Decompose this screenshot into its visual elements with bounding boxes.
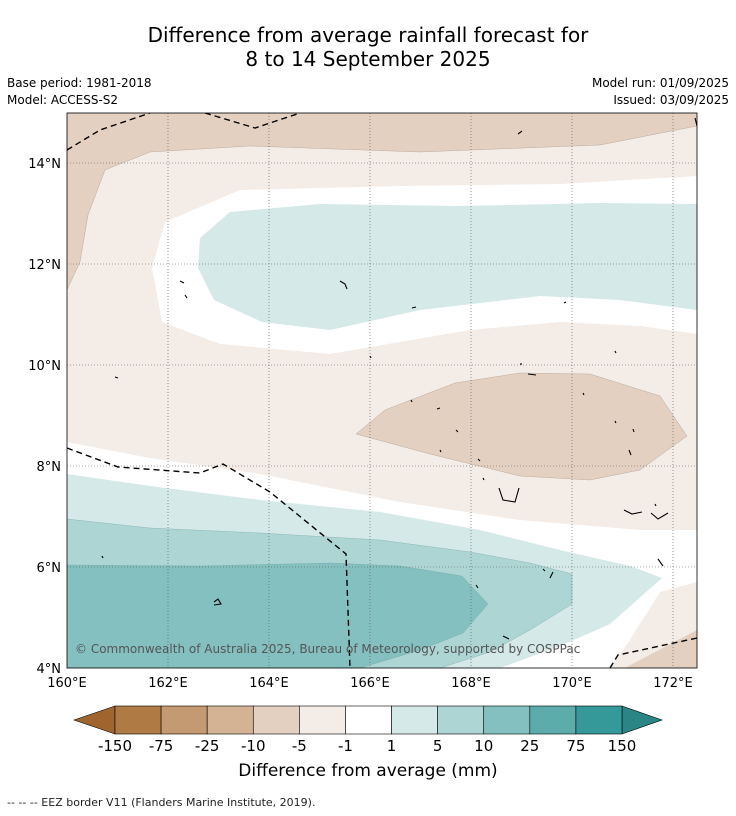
copyright-notice: © Commonwealth of Australia 2025, Bureau…	[75, 642, 580, 656]
lat-tick-6n: 6°N	[37, 561, 62, 576]
island-outlines	[101, 117, 697, 640]
colorbar-label: -25	[195, 737, 220, 755]
colorbar-low-extend	[73, 705, 116, 735]
colorbar-label: 1	[387, 737, 397, 755]
colorbar-title: Difference from average (mm)	[238, 761, 498, 781]
issued-date: Issued: 03/09/2025	[613, 93, 729, 107]
colorbar-label: -1	[338, 737, 353, 755]
lon-tick-172e: 172°E	[653, 676, 693, 691]
lat-tick-8n: 8°N	[37, 460, 62, 475]
colorbar-label: 150	[608, 737, 637, 755]
lon-tick-164e: 164°E	[249, 676, 289, 691]
longitude-ticks: 160°E 162°E 164°E 166°E 168°E 170°E 172°…	[47, 676, 693, 691]
lon-tick-162e: 162°E	[148, 676, 188, 691]
anomaly-region-central-minus10	[356, 373, 687, 480]
lat-tick-14n: 14°N	[28, 157, 61, 172]
lon-tick-160e: 160°E	[47, 676, 87, 691]
colorbar-label: 25	[520, 737, 539, 755]
eez-footnote: -- -- -- EEZ border V11 (Flanders Marine…	[7, 796, 316, 809]
anomaly-region-plus1-plus5-north	[198, 203, 697, 330]
colorbar-bin	[160, 705, 208, 735]
anomaly-region-north-minus10	[67, 113, 697, 290]
colorbar-label: -75	[149, 737, 174, 755]
lat-tick-10n: 10°N	[28, 359, 61, 374]
graticule	[67, 113, 697, 668]
lat-tick-4n: 4°N	[37, 662, 62, 677]
colorbar-bin	[345, 705, 392, 735]
colorbar-label: 5	[433, 737, 443, 755]
model-run: Model run: 01/09/2025	[591, 76, 729, 90]
colorbar-bin	[252, 705, 300, 735]
colorbar-bin	[575, 705, 623, 735]
base-period: Base period: 1981-2018	[7, 76, 152, 90]
title-line-1: Difference from average rainfall forecas…	[147, 23, 589, 47]
title-line-2: 8 to 14 September 2025	[245, 47, 491, 71]
colorbar-label: -5	[292, 737, 307, 755]
lon-tick-168e: 168°E	[451, 676, 491, 691]
colorbar-label: -150	[98, 737, 132, 755]
colorbar: -150 -75 -25 -10 -5 -1 1 5 10 25 75 150	[73, 705, 663, 755]
model-name: Model: ACCESS-S2	[7, 93, 119, 107]
colorbar-bin	[483, 705, 531, 735]
colorbar-bin	[206, 705, 254, 735]
latitude-ticks: 14°N 12°N 10°N 8°N 6°N 4°N	[28, 157, 61, 677]
lat-tick-12n: 12°N	[28, 258, 61, 273]
colorbar-bin	[299, 705, 346, 735]
colorbar-label: 75	[566, 737, 585, 755]
colorbar-bin	[114, 705, 162, 735]
eez-borders	[67, 113, 697, 668]
lon-tick-166e: 166°E	[350, 676, 390, 691]
colorbar-high-extend	[621, 705, 663, 735]
anomaly-region-southeast-minus10	[625, 630, 697, 668]
rainfall-anomaly-field	[67, 113, 697, 668]
colorbar-bin	[437, 705, 485, 735]
colorbar-label: 10	[474, 737, 493, 755]
colorbar-bin	[391, 705, 438, 735]
map-frame	[66, 112, 698, 669]
colorbar-bin	[529, 705, 577, 735]
colorbar-label: -10	[241, 737, 266, 755]
lon-tick-170e: 170°E	[552, 676, 592, 691]
anomaly-region-plus10-plus25	[67, 563, 488, 668]
